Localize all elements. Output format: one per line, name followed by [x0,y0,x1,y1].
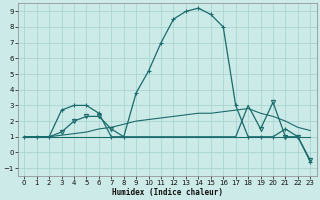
X-axis label: Humidex (Indice chaleur): Humidex (Indice chaleur) [112,188,223,197]
